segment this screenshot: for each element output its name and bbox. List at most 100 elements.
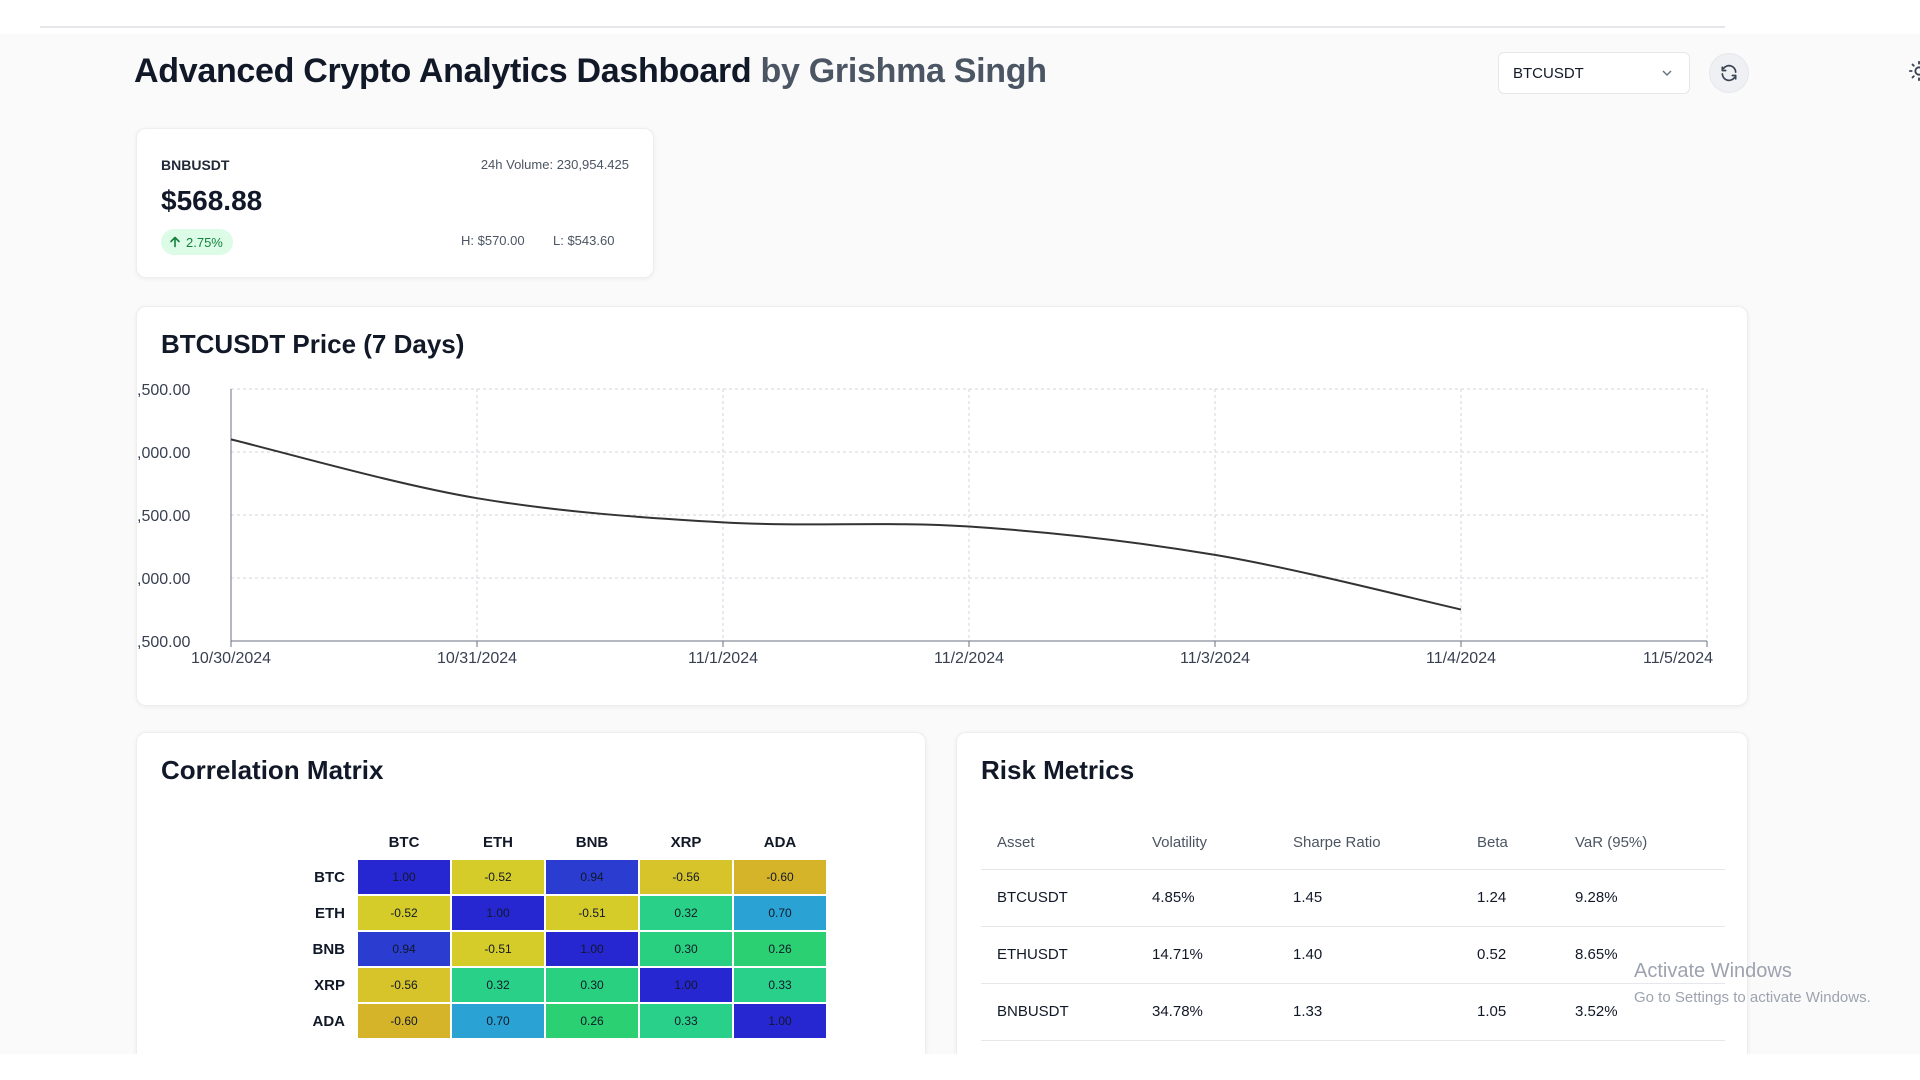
row-header: BNB (312, 940, 346, 958)
matrix-cell: 0.94 (545, 859, 639, 895)
table-row: ETHUSDT 14.71% 1.40 0.52 8.65% (981, 926, 1725, 984)
arrow-up-icon (170, 236, 180, 248)
matrix-cell: 1.00 (733, 1003, 827, 1039)
y-tick-label: ,500.00 (137, 634, 190, 651)
sun-icon[interactable] (1908, 60, 1920, 82)
row-header: BTC (314, 868, 345, 886)
risk-metrics-table: Asset Volatility Sharpe Ratio Beta VaR (… (981, 817, 1725, 1041)
risk-metrics-title: Risk Metrics (981, 755, 1135, 785)
y-tick-label: ,000.00 (137, 571, 190, 588)
x-tick-label: 10/31/2024 (437, 650, 517, 667)
matrix-cell: -0.56 (357, 967, 451, 1003)
price-chart-title: BTCUSDT Price (7 Days) (161, 329, 465, 359)
activate-windows-watermark: Activate Windows Go to Settings to activ… (1634, 960, 1871, 1006)
price-chart-card: BTCUSDT Price (7 Days) ,500.00 ,000.00 ,50… (136, 306, 1748, 706)
y-tick-label: ,500.00 (137, 508, 190, 525)
matrix-cell: 0.30 (639, 931, 733, 967)
price-change-value: 2.75% (186, 234, 223, 250)
watermark-line2: Go to Settings to activate Windows. (1634, 989, 1871, 1006)
column-header: Sharpe Ratio (1277, 817, 1461, 870)
matrix-cell: 0.32 (639, 895, 733, 931)
column-header: Beta (1461, 817, 1559, 870)
matrix-cell: 1.00 (357, 859, 451, 895)
ticker-low: L: $543.60 (553, 233, 615, 248)
volatility-cell: 34.78% (1136, 983, 1277, 1041)
table-row: BTCUSDT 4.85% 1.45 1.24 9.28% (981, 869, 1725, 927)
matrix-cell: 0.26 (733, 931, 827, 967)
matrix-cell: 0.30 (545, 967, 639, 1003)
matrix-row: BNB 0.94 -0.51 1.00 0.30 0.26 (263, 931, 827, 967)
beta-cell: 1.05 (1461, 983, 1559, 1041)
var-cell: 9.28% (1559, 869, 1725, 927)
page-title-main: Advanced Crypto Analytics Dashboard (134, 52, 752, 90)
matrix-cell: 0.94 (357, 931, 451, 967)
beta-cell: 0.52 (1461, 926, 1559, 984)
ticker-symbol: BNBUSDT (161, 157, 230, 173)
ticker-price: $568.88 (161, 185, 263, 216)
beta-cell: 1.24 (1461, 869, 1559, 927)
ticker-card: BNBUSDT 24h Volume: 230,954.425 $568.88 … (136, 128, 654, 278)
page-title-author: by Grishma Singh (760, 52, 1047, 90)
matrix-row: XRP -0.56 0.32 0.30 1.00 0.33 (263, 967, 827, 1003)
table-row: BNBUSDT 34.78% 1.33 1.05 3.52% (981, 983, 1725, 1041)
y-tick-label: ,500.00 (137, 382, 190, 399)
x-tick-label: 11/1/2024 (688, 650, 758, 667)
bottom-strip (0, 1054, 1920, 1080)
refresh-icon (1721, 64, 1737, 82)
var-cell: 8.65% (1559, 926, 1725, 984)
sharpe-cell: 1.45 (1277, 869, 1461, 927)
asset-cell: BTCUSDT (981, 869, 1136, 927)
matrix-cell: -0.56 (639, 859, 733, 895)
col-header: BNB (575, 833, 609, 851)
price-chart: ,500.00,000.00,500.00,000.00,500.0010/30… (137, 382, 1713, 667)
matrix-cell: 1.00 (639, 967, 733, 1003)
row-header: ETH (315, 904, 345, 922)
matrix-cell: 0.26 (545, 1003, 639, 1039)
price-line (230, 438, 1462, 611)
sharpe-cell: 1.40 (1277, 926, 1461, 984)
volatility-cell: 4.85% (1136, 869, 1277, 927)
matrix-cell: -0.51 (451, 931, 545, 967)
column-header: VaR (95%) (1559, 817, 1725, 870)
sharpe-cell: 1.33 (1277, 983, 1461, 1041)
matrix-row: ETH -0.52 1.00 -0.51 0.32 0.70 (263, 895, 827, 931)
column-header: Asset (981, 817, 1136, 870)
matrix-cell: 0.33 (639, 1003, 733, 1039)
refresh-button[interactable] (1709, 53, 1749, 93)
matrix-cell: -0.52 (451, 859, 545, 895)
x-tick-label: 10/30/2024 (191, 650, 271, 667)
var-cell: 3.52% (1559, 983, 1725, 1041)
watermark-line1: Activate Windows (1634, 960, 1792, 982)
col-header: ETH (483, 833, 513, 851)
col-header: ADA (763, 833, 797, 851)
correlation-title: Correlation Matrix (161, 755, 384, 785)
matrix-cell: -0.52 (357, 895, 451, 931)
matrix-cell: -0.60 (733, 859, 827, 895)
matrix-cell: 0.70 (451, 1003, 545, 1039)
correlation-matrix: BTC ETH BNB XRP ADA BTC 1.00 -0.52 0.94 … (263, 825, 827, 1039)
chevron-down-icon (1662, 70, 1672, 77)
volatility-cell: 14.71% (1136, 926, 1277, 984)
ticker-high: H: $570.00 (461, 233, 525, 248)
matrix-cell: 0.32 (451, 967, 545, 1003)
y-tick-label: ,000.00 (137, 445, 190, 462)
x-tick-label: 11/3/2024 (1180, 650, 1250, 667)
row-header: XRP (314, 976, 345, 994)
x-tick-label: 11/4/2024 (1426, 650, 1496, 667)
price-change-badge: 2.75% (161, 229, 233, 255)
row-header: ADA (312, 1012, 346, 1030)
x-tick-label: 11/2/2024 (934, 650, 1004, 667)
col-header: XRP (670, 833, 702, 851)
top-divider (40, 26, 1725, 28)
symbol-select[interactable]: BTCUSDT (1498, 52, 1690, 94)
matrix-cell: -0.60 (357, 1003, 451, 1039)
column-header: Volatility (1136, 817, 1277, 870)
corner-cell (263, 825, 357, 859)
matrix-row: BTC 1.00 -0.52 0.94 -0.56 -0.60 (263, 859, 827, 895)
x-tick-label: 11/5/2024 (1643, 650, 1713, 667)
col-header: BTC (388, 833, 420, 851)
ticker-volume: 24h Volume: 230,954.425 (480, 157, 629, 172)
matrix-cell: -0.51 (545, 895, 639, 931)
matrix-cell: 1.00 (451, 895, 545, 931)
asset-cell: BNBUSDT (981, 983, 1136, 1041)
